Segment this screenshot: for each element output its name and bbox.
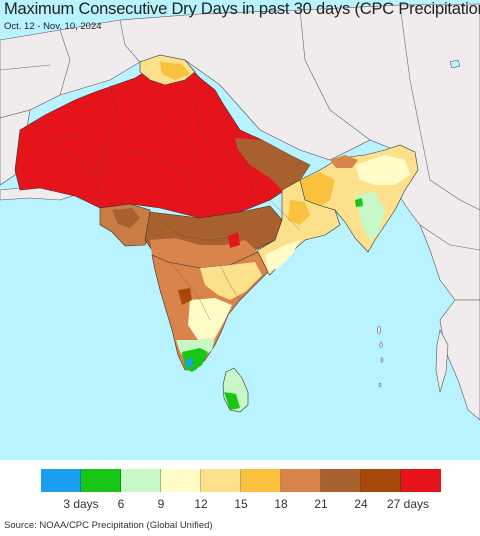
region-sri-lanka-green [224, 392, 240, 410]
region-northeast-pale [355, 155, 410, 185]
region-northeast-bright-green [355, 198, 363, 207]
region-gujarat-dark [112, 208, 140, 228]
neighbor-borders [0, 4, 480, 251]
legend-colorbar [41, 469, 441, 492]
source-credit: Source: NOAA/CPC Precipitation (Global U… [4, 520, 213, 531]
region-south-yellow [200, 262, 262, 300]
legend-swatch [41, 469, 81, 492]
region-south-dark [178, 288, 192, 305]
legend-tick: 24 [354, 497, 368, 511]
legend-swatch [401, 469, 441, 492]
region-east-pale [265, 240, 300, 272]
legend-tick: 18 [274, 497, 288, 511]
legend-swatch [361, 469, 401, 492]
legend-swatch [281, 469, 321, 492]
legend-tick: 12 [194, 497, 208, 511]
legend-tick: 15 [234, 497, 248, 511]
legend-tick: 27 days [386, 497, 430, 511]
legend-tick: 21 [314, 497, 328, 511]
legend-swatch [81, 469, 121, 492]
region-south-pale [188, 298, 232, 340]
legend-swatch [161, 469, 201, 492]
region-south-blue [186, 358, 193, 367]
map-title: Maximum Consecutive Dry Days in past 30 … [4, 0, 480, 18]
state-borders [39, 84, 301, 321]
date-range: Oct. 12 - Nov. 10, 2024 [4, 21, 102, 32]
region-bhutan-tan [330, 155, 358, 168]
andaman-islands [377, 325, 384, 388]
region-east-orange [288, 200, 310, 225]
legend-swatch [201, 469, 241, 492]
region-brown-north [235, 138, 310, 190]
legend-tick: 9 [157, 497, 165, 511]
legend-tick: 3 days [63, 497, 99, 511]
legend-swatch [321, 469, 361, 492]
region-kashmir-orange [160, 62, 190, 80]
lake [449, 59, 461, 69]
region-central-red-spot [228, 232, 240, 248]
region-northeast-orange [300, 172, 335, 210]
legend: 3 days 6 9 12 15 18 21 24 27 days [0, 465, 480, 515]
legend-swatch [121, 469, 161, 492]
legend-swatch [241, 469, 281, 492]
legend-tick: 6 [117, 497, 125, 511]
dry-days-map [0, 0, 480, 460]
